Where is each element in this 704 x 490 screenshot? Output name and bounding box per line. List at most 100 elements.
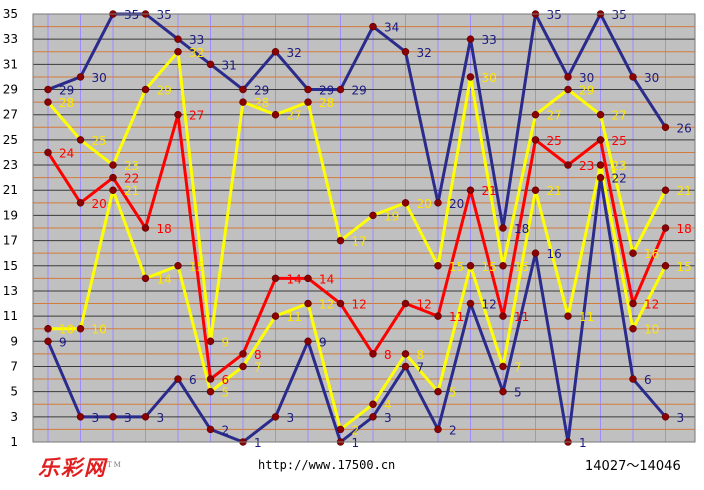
- data-label: 23: [612, 159, 627, 173]
- data-point: [141, 413, 150, 421]
- data-label: 29: [319, 84, 334, 98]
- data-point: [434, 312, 442, 320]
- data-label: 2: [449, 423, 457, 437]
- data-point: [174, 375, 182, 383]
- data-label: 2: [352, 423, 360, 437]
- data-point: [76, 73, 85, 81]
- data-label: 11: [579, 310, 594, 324]
- data-point: [564, 312, 572, 320]
- data-point: [629, 299, 637, 308]
- data-label: 24: [59, 146, 74, 160]
- data-point: [434, 425, 442, 434]
- data-label: 5: [449, 386, 457, 400]
- draw-range: 14027～14046: [585, 459, 681, 474]
- data-point: [531, 110, 540, 119]
- data-label: 30: [644, 71, 659, 85]
- data-label: 18: [514, 222, 529, 236]
- data-label: 3: [677, 411, 685, 425]
- data-label: 30: [482, 71, 497, 85]
- data-label: 27: [287, 109, 302, 123]
- data-point: [109, 161, 117, 169]
- data-point: [499, 224, 507, 232]
- data-point: [141, 85, 150, 94]
- series-points: [44, 10, 670, 446]
- data-label: 12: [352, 298, 367, 312]
- data-point: [434, 262, 442, 270]
- data-label: 11: [287, 310, 302, 324]
- data-point: [304, 98, 312, 106]
- data-label: 18: [157, 222, 172, 236]
- y-tick-label: 15: [3, 259, 18, 273]
- data-point: [661, 224, 670, 232]
- data-point: [466, 35, 475, 43]
- data-label: 21: [547, 184, 562, 198]
- data-point: [206, 60, 215, 69]
- data-label: 29: [59, 84, 74, 98]
- data-point: [531, 186, 540, 194]
- data-point: [44, 148, 52, 157]
- data-label: 21: [482, 184, 497, 198]
- data-point: [44, 324, 52, 333]
- data-point: [596, 161, 605, 169]
- data-label: 29: [254, 84, 269, 98]
- data-label: 25: [92, 134, 107, 148]
- data-point: [304, 337, 312, 346]
- y-tick-label: 25: [3, 133, 18, 147]
- data-label: 4: [384, 398, 392, 412]
- data-label: 5: [222, 386, 230, 400]
- data-label: 28: [319, 96, 334, 110]
- data-point: [369, 22, 377, 31]
- data-point: [596, 110, 605, 119]
- y-tick-label: 23: [3, 158, 18, 172]
- logo-text: 乐彩网: [38, 455, 107, 480]
- y-tick-label: 27: [3, 108, 18, 122]
- data-label: 14: [157, 272, 172, 286]
- data-label: 29: [157, 84, 172, 98]
- y-tick-label: 11: [3, 309, 18, 323]
- data-label: 35: [157, 8, 172, 22]
- data-point: [44, 337, 52, 346]
- data-point: [466, 186, 475, 194]
- data-label: 32: [417, 46, 432, 60]
- data-point: [466, 299, 475, 308]
- data-point: [271, 274, 280, 283]
- data-label: 33: [189, 33, 204, 47]
- site-logo: 乐彩网TM: [38, 452, 123, 482]
- data-point: [629, 375, 637, 383]
- data-label: 23: [579, 159, 594, 173]
- data-point: [564, 161, 572, 169]
- data-label: 6: [644, 373, 652, 387]
- data-label: 16: [547, 247, 562, 261]
- data-point: [499, 262, 507, 270]
- series-line: [47, 12, 667, 230]
- data-point: [239, 350, 247, 358]
- data-label: 32: [189, 46, 204, 60]
- data-point: [271, 312, 280, 320]
- data-point: [434, 199, 442, 207]
- data-label: 30: [579, 71, 594, 85]
- data-point: [531, 136, 540, 144]
- data-label: 12: [417, 298, 432, 312]
- data-point: [401, 199, 410, 207]
- data-point: [369, 350, 377, 358]
- series-line: [46, 50, 667, 343]
- data-point: [401, 299, 410, 308]
- data-point: [661, 262, 670, 270]
- data-label: 15: [482, 260, 497, 274]
- data-point: [76, 324, 85, 333]
- series-lines: [46, 12, 667, 444]
- data-point: [369, 211, 377, 220]
- data-label: 21: [677, 184, 692, 198]
- data-point: [109, 413, 117, 421]
- data-label: 35: [547, 8, 562, 22]
- data-label: 29: [579, 84, 594, 98]
- data-label: 18: [677, 222, 692, 236]
- data-label: 20: [417, 197, 432, 211]
- data-label: 27: [189, 109, 204, 123]
- data-label: 8: [384, 348, 392, 362]
- data-label: 11: [449, 310, 464, 324]
- data-point: [596, 173, 605, 182]
- data-point: [109, 173, 117, 182]
- data-label: 12: [482, 298, 497, 312]
